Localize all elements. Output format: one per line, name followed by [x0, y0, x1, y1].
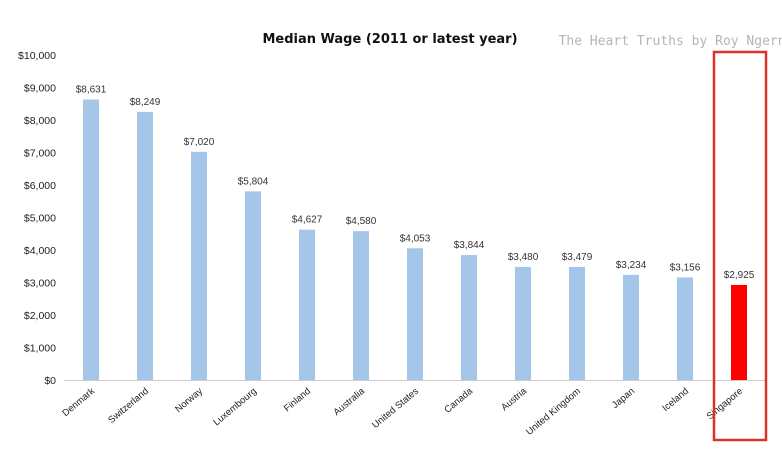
data-label: $3,156	[670, 262, 701, 273]
bar	[569, 266, 585, 380]
data-label: $4,580	[346, 216, 377, 227]
highlight-box	[712, 50, 768, 442]
bar	[191, 151, 207, 380]
y-tick-label: $10,000	[18, 50, 56, 62]
x-axis: Denmark Switzerland Norway Luxembourg Finlan…	[60, 380, 766, 438]
bar	[407, 248, 423, 380]
y-axis: $0 $1,000 $2,000 $3,000 $4,000 $5,000 $6,000 $7…	[18, 50, 56, 387]
watermark: The Heart Truths by Roy Ngerng	[559, 34, 782, 49]
y-tick-label: $8,000	[24, 115, 56, 127]
x-tick-label: Norway	[173, 386, 205, 415]
bar	[299, 229, 315, 380]
bar	[245, 191, 261, 380]
data-label: $3,844	[454, 240, 485, 251]
y-tick-label: $4,000	[24, 245, 56, 257]
y-tick-label: $3,000	[24, 278, 56, 290]
y-tick-label: $5,000	[24, 213, 56, 225]
x-tick-label: Luxembourg	[211, 386, 259, 428]
y-tick-label: $6,000	[24, 180, 56, 192]
y-tick-label: $0	[44, 375, 56, 387]
chart-title: Median Wage (2011 or latest year)	[262, 32, 517, 47]
data-label: $8,631	[76, 84, 107, 95]
x-tick-label: United Kingdom	[524, 386, 583, 438]
data-label: $4,627	[292, 215, 323, 226]
x-tick-label: Austria	[499, 385, 529, 413]
data-label: $8,249	[130, 97, 161, 108]
bar	[353, 231, 369, 380]
data-label: $3,234	[616, 260, 647, 271]
y-tick-label: $2,000	[24, 310, 56, 322]
bar	[137, 111, 153, 380]
bar	[623, 274, 639, 380]
y-tick-label: $7,000	[24, 148, 56, 160]
bar	[731, 284, 747, 380]
bar	[83, 99, 99, 381]
x-tick-label: Switzerland	[106, 386, 151, 426]
y-tick-label: $1,000	[24, 343, 56, 355]
x-tick-label: Japan	[610, 386, 637, 411]
data-label: $4,053	[400, 233, 431, 244]
x-tick-label: United States	[370, 386, 421, 431]
x-tick-label: Iceland	[660, 386, 691, 414]
bar	[677, 277, 693, 380]
x-tick-label: Singapore	[705, 386, 745, 422]
data-label: $2,925	[724, 270, 755, 281]
bar	[461, 255, 477, 380]
y-tick-label: $9,000	[24, 83, 56, 95]
data-label: $3,480	[508, 252, 539, 263]
x-tick-label: Australia	[332, 385, 368, 418]
bar	[515, 266, 531, 380]
x-tick-label: Finland	[282, 386, 313, 414]
x-tick-label: Denmark	[60, 386, 97, 419]
x-tick-label: Canada	[442, 385, 475, 415]
data-label: $7,020	[184, 137, 215, 148]
data-label: $5,804	[238, 176, 269, 187]
bars	[83, 99, 747, 381]
data-label: $3,479	[562, 252, 593, 263]
data-labels: $8,631 $8,249 $7,020 $5,804 $4,627 $4,580 $4,0…	[76, 84, 755, 280]
